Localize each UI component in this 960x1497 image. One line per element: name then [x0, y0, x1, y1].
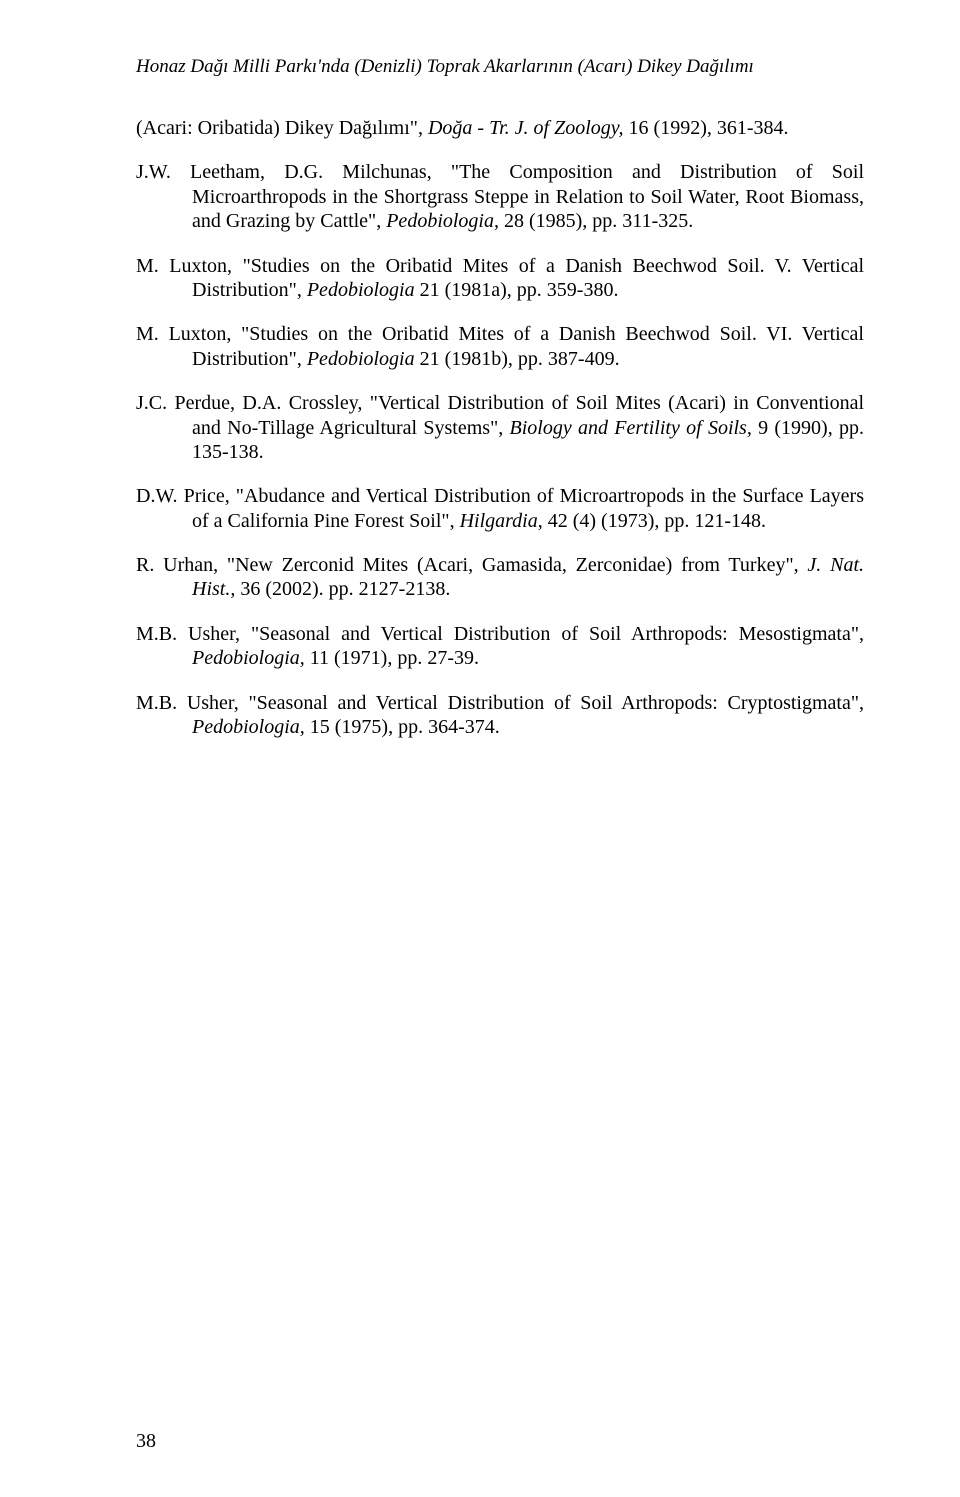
- reference-italic-segment: Pedobiologia,: [192, 716, 305, 738]
- reference-list: (Acari: Oribatida) Dikey Dağılımı", Doğa…: [136, 116, 864, 739]
- reference-entry: M. Luxton, "Studies on the Oribatid Mite…: [136, 322, 864, 371]
- page-number: 38: [136, 1430, 156, 1453]
- reference-entry: (Acari: Oribatida) Dikey Dağılımı", Doğa…: [136, 116, 864, 140]
- reference-italic-segment: Biology and Fertility of Soils,: [510, 417, 752, 439]
- reference-text-segment: 16 (1992), 361-384.: [624, 117, 789, 139]
- reference-italic-segment: Pedobiologia,: [192, 647, 305, 669]
- reference-text-segment: 36 (2002). pp. 2127-2138.: [235, 578, 450, 600]
- reference-text-segment: 15 (1975), pp. 364-374.: [305, 716, 500, 738]
- reference-entry: J.C. Perdue, D.A. Crossley, "Vertical Di…: [136, 391, 864, 464]
- reference-italic-segment: Pedobiologia: [307, 279, 415, 301]
- reference-italic-segment: Doğa - Tr. J. of Zoology,: [428, 117, 624, 139]
- reference-text-segment: 28 (1985), pp. 311-325.: [499, 210, 693, 232]
- running-header: Honaz Dağı Milli Parkı'nda (Denizli) Top…: [136, 56, 864, 78]
- reference-entry: D.W. Price, "Abudance and Vertical Distr…: [136, 484, 864, 533]
- reference-entry: R. Urhan, "New Zerconid Mites (Acari, Ga…: [136, 553, 864, 602]
- reference-italic-segment: Hilgardia: [460, 510, 538, 532]
- reference-italic-segment: Pedobiologia,: [386, 210, 499, 232]
- reference-entry: M.B. Usher, "Seasonal and Vertical Distr…: [136, 691, 864, 740]
- reference-text-segment: (Acari: Oribatida) Dikey Dağılımı",: [136, 117, 428, 139]
- reference-entry: M. Luxton, "Studies on the Oribatid Mite…: [136, 254, 864, 303]
- page: Honaz Dağı Milli Parkı'nda (Denizli) Top…: [0, 0, 960, 1497]
- reference-text-segment: 21 (1981a), pp. 359-380.: [415, 279, 619, 301]
- reference-text-segment: 11 (1971), pp. 27-39.: [305, 647, 479, 669]
- reference-entry: M.B. Usher, "Seasonal and Vertical Distr…: [136, 622, 864, 671]
- reference-entry: J.W. Leetham, D.G. Milchunas, "The Compo…: [136, 160, 864, 233]
- reference-text-segment: R. Urhan, "New Zerconid Mites (Acari, Ga…: [136, 554, 807, 576]
- reference-text-segment: M.B. Usher, "Seasonal and Vertical Distr…: [136, 692, 864, 714]
- reference-text-segment: M.B. Usher, "Seasonal and Vertical Distr…: [136, 623, 864, 645]
- reference-text-segment: , 42 (4) (1973), pp. 121-148.: [538, 510, 766, 532]
- reference-text-segment: 21 (1981b), pp. 387-409.: [415, 348, 620, 370]
- reference-italic-segment: Pedobiologia: [307, 348, 415, 370]
